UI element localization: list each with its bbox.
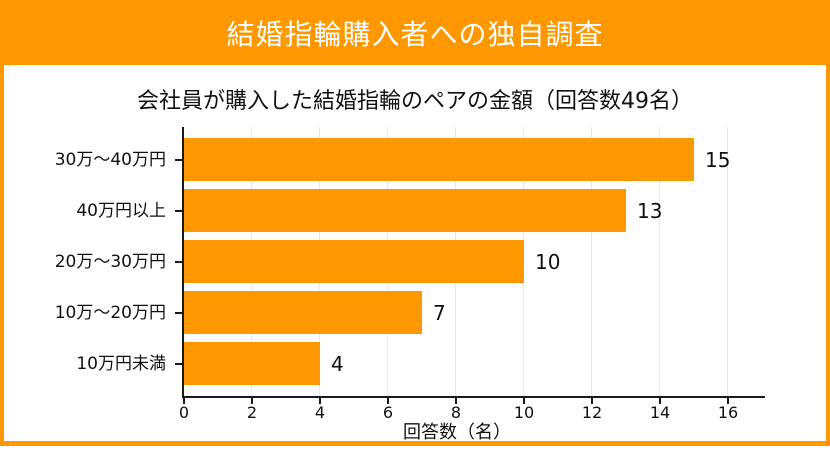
category-label: 10万円未満 [76,353,166,374]
bar-value-label: 13 [637,198,663,223]
x-tick-label: 14 [649,403,671,422]
gridline [591,127,592,396]
y-axis-tick [175,209,182,212]
bar-20万〜30万円 [184,240,524,283]
banner-title: 結婚指輪購入者への独自調査 [226,17,604,51]
bar-value-label: 15 [705,147,731,172]
x-axis-tick [591,398,593,404]
category-label: 10万〜20万円 [54,302,166,323]
y-axis-line [182,127,184,398]
x-tick-label: 2 [246,403,258,422]
x-axis-tick [251,398,253,404]
x-axis-tick [319,398,321,404]
bar-30万〜40万円 [184,138,694,181]
y-axis-tick [175,311,182,314]
x-tick-label: 10 [513,403,535,422]
category-label: 30万〜40万円 [54,149,166,170]
y-axis-tick [175,362,182,365]
bar-40万円以上 [184,189,626,232]
x-axis-tick [455,398,457,404]
bar-chart: 回答数（名） 15 30万〜40万円 13 40万円以上 10 20万〜30万円 7 10万〜… [4,65,826,443]
y-axis-tick [175,260,182,263]
y-axis-tick [175,158,182,161]
x-tick-label: 8 [450,403,462,422]
gridline [727,127,728,396]
bar-10万円未満 [184,342,320,385]
chart-panel: 会社員が購入した結婚指輪のペアの金額（回答数49名） 回答数（名） 15 30万〜… [0,65,830,446]
gridline [659,127,660,396]
category-label: 40万円以上 [76,200,166,221]
bar-value-label: 10 [535,249,561,274]
chart-title: 会社員が購入した結婚指輪のペアの金額（回答数49名） [137,89,693,114]
bar-value-label: 7 [433,300,446,325]
x-tick-label: 0 [178,403,190,422]
x-tick-label: 4 [314,403,326,422]
x-axis-label: 回答数（名） [403,422,511,443]
x-axis-tick [727,398,729,404]
x-tick-label: 16 [717,403,739,422]
x-tick-label: 12 [581,403,603,422]
x-axis-tick [523,398,525,404]
category-label: 20万〜30万円 [54,251,166,272]
x-axis-tick [659,398,661,404]
header-banner: 結婚指輪購入者への独自調査 [0,0,830,65]
bar-value-label: 4 [331,351,344,376]
x-axis-tick [183,398,185,404]
bar-10万〜20万円 [184,291,422,334]
x-axis-tick [387,398,389,404]
x-tick-label: 6 [382,403,394,422]
x-axis-line [182,396,765,398]
